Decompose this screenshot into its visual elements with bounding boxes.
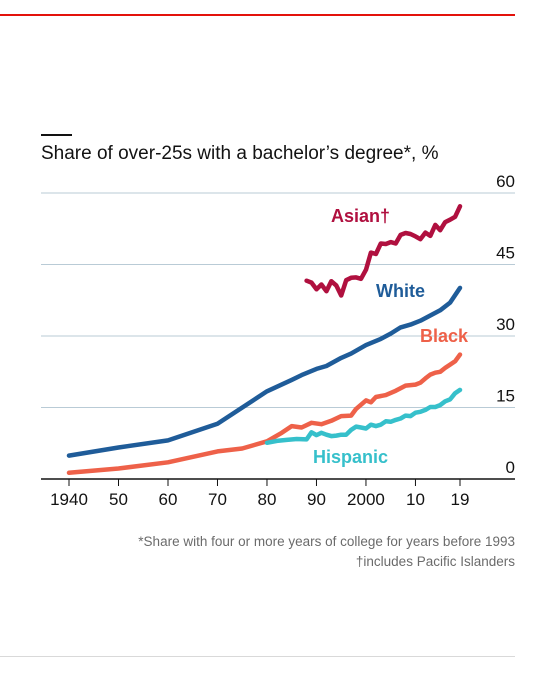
footnote-college: *Share with four or more years of colleg… [138, 534, 515, 549]
y-axis-labels: 0 15 30 45 60 [496, 172, 515, 477]
series-line-hispanic [264, 387, 463, 446]
x-tick-label: 70 [208, 490, 227, 509]
bottom-rule [0, 656, 515, 657]
chart-title: Share of over-25s with a bachelor’s degr… [41, 143, 439, 164]
series-label-asian: Asian† [331, 206, 390, 226]
x-tick-label: 50 [109, 490, 128, 509]
series-lines [66, 204, 463, 476]
x-tick-label: 10 [406, 490, 425, 509]
series-line-white [66, 285, 463, 458]
y-tick-label: 45 [496, 244, 515, 263]
series-label-hispanic: Hispanic [313, 447, 388, 467]
x-tick-label: 1940 [50, 490, 88, 509]
top-accent-rule [0, 14, 515, 16]
x-tick-label: 60 [159, 490, 178, 509]
series-label-white: White [376, 281, 425, 301]
x-tick-label: 90 [307, 490, 326, 509]
x-tick-label: 2000 [347, 490, 385, 509]
x-tick-label: 19 [451, 490, 470, 509]
y-tick-label: 60 [496, 172, 515, 191]
y-tick-label: 15 [496, 387, 515, 406]
series-label-black: Black [420, 326, 469, 346]
title-accent-tick [41, 134, 72, 136]
x-axis: 1940 50 60 70 80 90 2000 10 19 [41, 478, 515, 509]
y-tick-label: 30 [496, 315, 515, 334]
y-tick-label: 0 [506, 458, 515, 477]
footnote-pacific-islanders: †includes Pacific Islanders [355, 554, 515, 569]
series-line-asian [304, 204, 463, 298]
series-line-black [66, 352, 463, 476]
x-tick-label: 80 [258, 490, 277, 509]
series-labels: Asian† White Black Hispanic [313, 206, 469, 467]
